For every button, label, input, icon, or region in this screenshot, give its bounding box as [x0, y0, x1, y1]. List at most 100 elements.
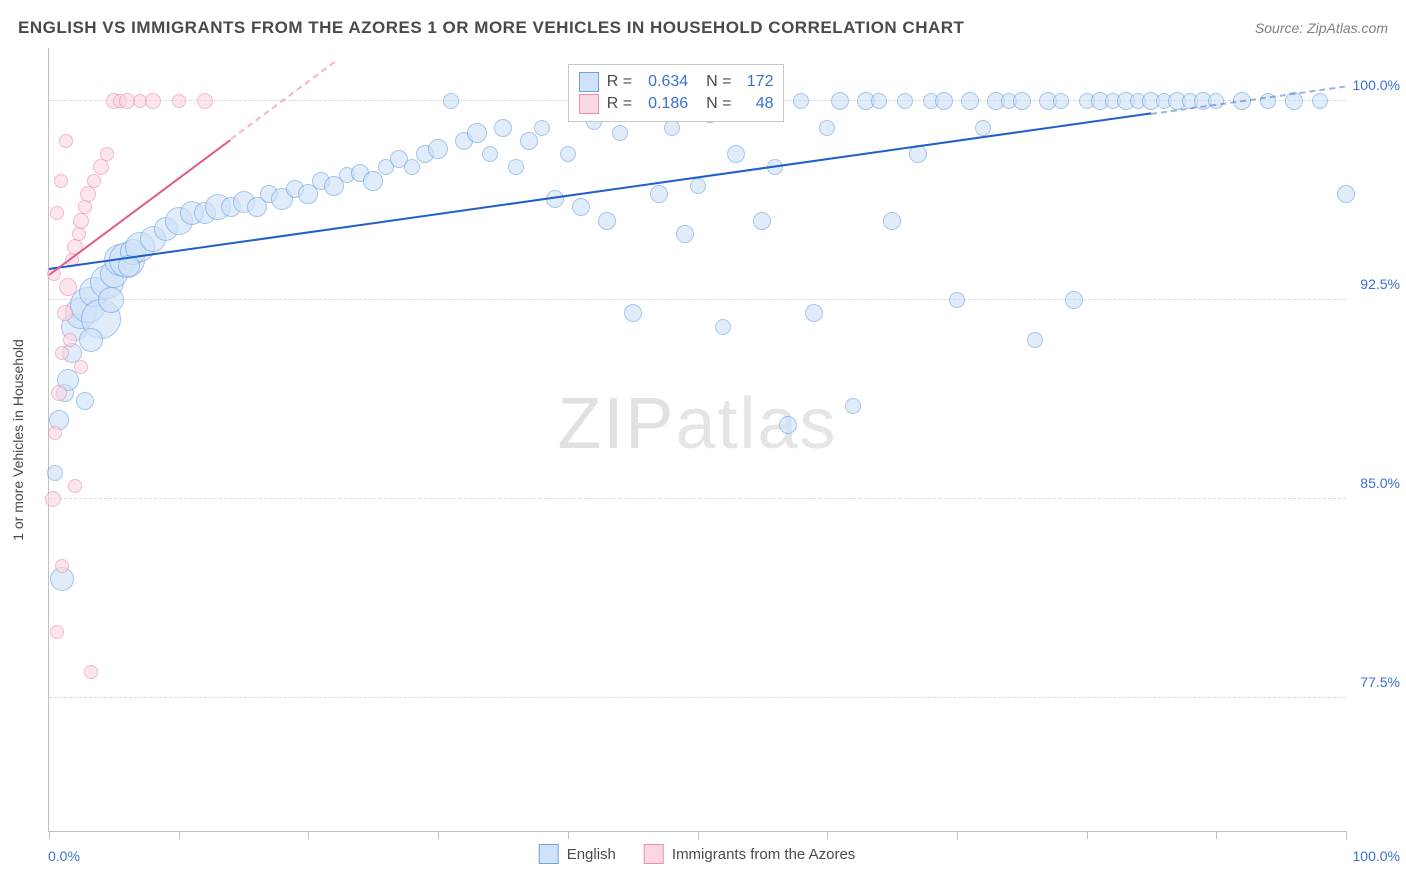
x-tick — [827, 831, 828, 839]
data-point — [50, 206, 64, 220]
data-point — [145, 93, 161, 109]
x-tick — [957, 831, 958, 839]
header: ENGLISH VS IMMIGRANTS FROM THE AZORES 1 … — [18, 18, 1388, 38]
data-point — [961, 92, 979, 110]
data-point — [74, 360, 88, 374]
data-point — [428, 139, 448, 159]
x-axis-max-label: 100.0% — [1353, 848, 1400, 864]
gridline — [49, 299, 1346, 300]
watermark-bold: ZIP — [557, 384, 675, 464]
n-value: 48 — [739, 93, 773, 115]
data-point — [59, 134, 73, 148]
data-point — [753, 212, 771, 230]
data-point — [494, 119, 512, 137]
data-point — [84, 665, 98, 679]
data-point — [572, 198, 590, 216]
data-point — [1065, 291, 1083, 309]
data-point — [727, 145, 745, 163]
r-label: R = — [607, 71, 632, 93]
y-tick-label: 100.0% — [1353, 77, 1400, 93]
data-point — [819, 120, 835, 136]
chart-title: ENGLISH VS IMMIGRANTS FROM THE AZORES 1 … — [18, 18, 964, 38]
x-tick — [1087, 831, 1088, 839]
data-point — [935, 92, 953, 110]
legend-swatch — [539, 844, 559, 864]
data-point — [598, 212, 616, 230]
data-point — [443, 93, 459, 109]
stats-row: R =0.186N =48 — [579, 93, 774, 115]
x-axis-min-label: 0.0% — [48, 848, 80, 864]
legend-label: Immigrants from the Azores — [672, 846, 855, 863]
data-point — [93, 159, 109, 175]
data-point — [1312, 93, 1328, 109]
data-point — [520, 132, 538, 150]
x-tick — [1346, 831, 1347, 839]
legend-item: English — [539, 844, 616, 864]
data-point — [73, 213, 89, 229]
legend-label: English — [567, 846, 616, 863]
x-tick — [698, 831, 699, 839]
data-point — [793, 93, 809, 109]
data-point — [197, 93, 213, 109]
data-point — [1053, 93, 1069, 109]
data-point — [624, 304, 642, 322]
data-point — [650, 185, 668, 203]
y-tick-label: 85.0% — [1360, 475, 1400, 491]
series-swatch — [579, 72, 599, 92]
watermark-thin: atlas — [675, 384, 837, 464]
data-point — [80, 186, 96, 202]
data-point — [172, 94, 186, 108]
data-point — [55, 346, 69, 360]
data-point — [404, 159, 420, 175]
gridline — [49, 498, 1346, 499]
data-point — [975, 120, 991, 136]
data-point — [831, 92, 849, 110]
scatter-plot: ZIPatlas 100.0%92.5%85.0%77.5%R =0.634N … — [48, 48, 1346, 832]
y-tick-label: 77.5% — [1360, 674, 1400, 690]
n-label: N = — [706, 71, 731, 93]
x-tick — [438, 831, 439, 839]
data-point — [1013, 92, 1031, 110]
x-tick — [49, 831, 50, 839]
data-point — [508, 159, 524, 175]
data-point — [72, 227, 86, 241]
legend-item: Immigrants from the Azores — [644, 844, 855, 864]
data-point — [664, 120, 680, 136]
gridline — [49, 697, 1346, 698]
data-point — [87, 174, 101, 188]
data-point — [55, 559, 69, 573]
data-point — [48, 426, 62, 440]
x-tick — [308, 831, 309, 839]
source-attribution: Source: ZipAtlas.com — [1255, 20, 1388, 36]
stats-box: R = 0.634 N = 172R = 0.186 N = 48 — [568, 64, 785, 122]
data-point — [59, 278, 77, 296]
plot-area: 1 or more Vehicles in Household ZIPatlas… — [48, 48, 1346, 832]
r-value: 0.634 — [640, 71, 688, 93]
x-tick — [179, 831, 180, 839]
data-point — [63, 333, 77, 347]
stats-row: R = 0.634 N = 172 — [579, 71, 774, 93]
y-tick-label: 92.5% — [1360, 276, 1400, 292]
data-point — [779, 416, 797, 434]
r-value: 0.186 — [640, 93, 688, 115]
data-point — [68, 479, 82, 493]
data-point — [690, 178, 706, 194]
data-point — [482, 146, 498, 162]
n-value: 172 — [739, 71, 773, 93]
trend-line — [49, 113, 1152, 271]
data-point — [1337, 185, 1355, 203]
x-tick — [1216, 831, 1217, 839]
data-point — [100, 147, 114, 161]
data-point — [54, 174, 68, 188]
data-point — [534, 120, 550, 136]
series-swatch — [579, 94, 599, 114]
data-point — [805, 304, 823, 322]
data-point — [98, 287, 124, 313]
legend: English Immigrants from the Azores — [539, 844, 856, 864]
data-point — [612, 125, 628, 141]
data-point — [76, 392, 94, 410]
n-label: N = — [706, 93, 731, 115]
data-point — [949, 292, 965, 308]
data-point — [897, 93, 913, 109]
data-point — [57, 305, 73, 321]
